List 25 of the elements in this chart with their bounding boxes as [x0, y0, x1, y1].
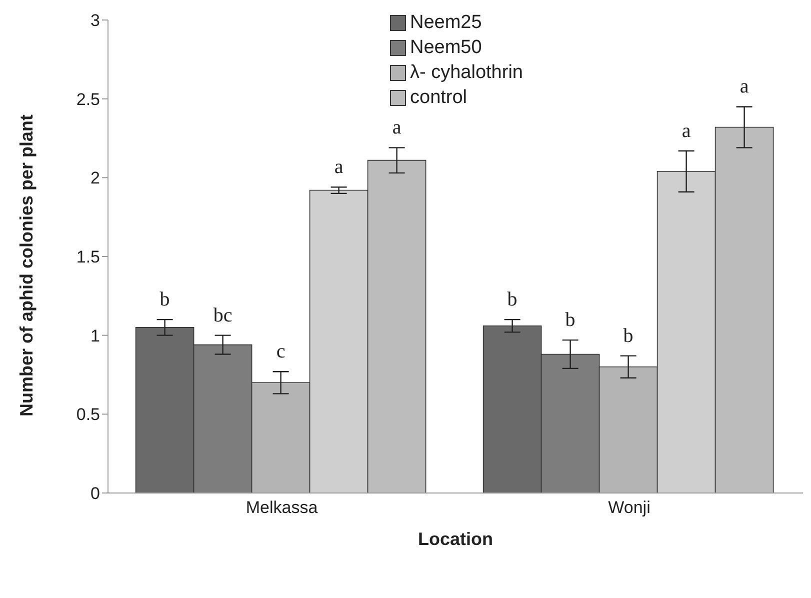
- x-tick-label: Melkassa: [246, 498, 318, 518]
- data-label: c: [276, 340, 286, 363]
- data-label: b: [507, 288, 518, 311]
- data-label: bc: [213, 304, 232, 326]
- y-tick-label: 0.5: [76, 405, 100, 424]
- data-label: a: [334, 156, 344, 178]
- y-tick-label: 3: [90, 11, 100, 30]
- y-tick-label: 1: [90, 326, 100, 346]
- x-tick-label: Wonji: [608, 498, 650, 518]
- legend-label: Neem25: [409, 11, 483, 35]
- data-label: a: [740, 76, 749, 98]
- data-label: a: [392, 116, 402, 139]
- y-axis-title: Number of aphid colonies per plant: [16, 114, 36, 416]
- y-tick-label: 2: [90, 168, 100, 188]
- legend-label: Neem50: [409, 36, 483, 60]
- data-label: a: [682, 120, 691, 142]
- data-label: b: [623, 324, 634, 347]
- legend-label: λ- cyhalothrin: [409, 61, 523, 85]
- x-axis-title: Location: [418, 529, 493, 549]
- data-label: b: [160, 288, 170, 311]
- y-tick-label: 0: [90, 484, 100, 504]
- y-tick-label: 1.5: [76, 248, 100, 267]
- data-label: b: [565, 309, 576, 332]
- legend-label: control: [409, 86, 468, 110]
- y-tick-label: 2.5: [76, 90, 100, 109]
